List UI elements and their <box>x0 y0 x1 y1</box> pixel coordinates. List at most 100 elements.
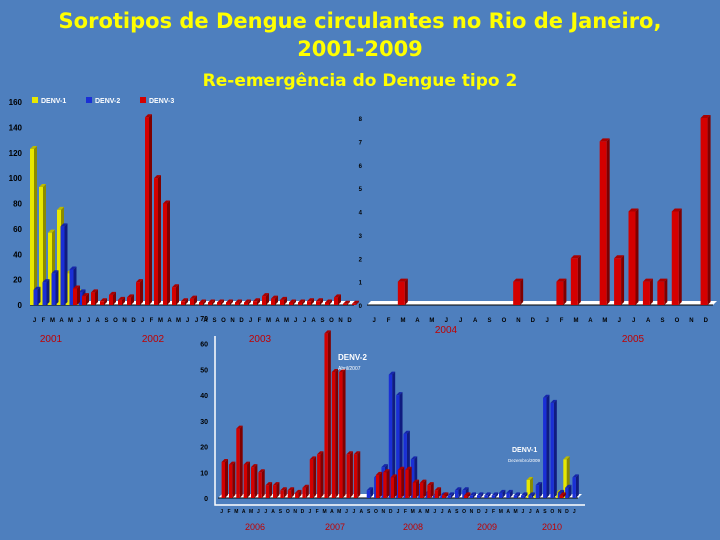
chart-title-years: 2001-2009 <box>297 37 423 61</box>
x-tick-label: N <box>293 509 297 515</box>
y-tick-label: 5 <box>359 187 363 193</box>
bar-denv-3 <box>556 281 564 305</box>
bar-denv-2 <box>521 495 525 498</box>
bar-denv-3-side <box>356 300 359 305</box>
y-tick-label: 20 <box>200 445 208 452</box>
bar-denv-3-side <box>393 474 397 498</box>
bar-denv-3 <box>82 296 86 305</box>
bar-denv-2-side <box>517 492 521 498</box>
bar-denv-3-side <box>649 278 653 305</box>
bar-denv-3-side <box>140 279 143 305</box>
bar-denv-2 <box>572 477 576 498</box>
bar-denv-3-top <box>513 278 524 282</box>
bar-denv-3-side <box>635 208 639 305</box>
bar-denv-1 <box>66 273 70 305</box>
x-tick-label: F <box>387 318 391 324</box>
bar-denv-3 <box>352 303 356 305</box>
x-tick-label: N <box>689 318 693 324</box>
bar-denv-1-top <box>39 184 46 188</box>
bar-denv-3-top <box>181 298 188 302</box>
bar-denv-3 <box>302 487 306 498</box>
bar-denv-3-top <box>82 293 89 297</box>
bar-denv-1 <box>57 209 61 305</box>
bar-denv-3-top <box>442 492 449 496</box>
x-tick-label: F <box>258 318 262 324</box>
bar-denv-2-top <box>69 266 77 270</box>
bar-denv-2 <box>33 289 38 305</box>
bar-denv-3-side <box>621 255 625 305</box>
bar-denv-3-top <box>316 298 323 302</box>
bar-denv-3-top <box>353 451 361 455</box>
x-tick-label: A <box>242 509 246 515</box>
x-tick-label: J <box>485 509 488 515</box>
bar-denv-3-side <box>194 295 197 305</box>
bar-denv-3 <box>262 296 266 305</box>
bar-denv-2 <box>403 433 407 498</box>
y-tick-label: 70 <box>200 316 208 323</box>
x-tick-label: J <box>141 318 144 324</box>
legend-swatch <box>86 97 92 103</box>
x-tick-label: M <box>68 318 73 324</box>
bar-denv-1 <box>563 459 567 498</box>
bar-denv-3 <box>154 178 158 305</box>
bar-denv-3-side <box>327 330 331 498</box>
bar-denv-2 <box>366 490 371 498</box>
x-tick-label: A <box>311 318 316 324</box>
bar-denv-2-top <box>396 392 403 396</box>
bar-denv-2 <box>557 492 562 498</box>
bar-denv-3-top <box>172 284 179 288</box>
x-tick-label: M <box>513 509 517 515</box>
bar-denv-3 <box>265 485 270 498</box>
bar-denv-3-side <box>563 278 567 305</box>
bar-denv-2 <box>410 459 415 498</box>
bar-denv-2-side <box>524 492 528 498</box>
bar-denv-3-side <box>276 482 280 498</box>
x-tick-label: M <box>234 509 238 515</box>
bar-denv-3-top <box>289 299 296 303</box>
x-tick-label: A <box>418 509 422 515</box>
bar-denv-3-top <box>208 299 215 303</box>
x-tick-label: M <box>249 509 253 515</box>
bar-denv-3-side <box>275 295 278 305</box>
x-tick-label: J <box>249 318 252 324</box>
bar-denv-3-top <box>302 484 309 488</box>
x-tick-label: D <box>301 509 305 515</box>
bar-denv-3-top <box>343 300 350 304</box>
bar-denv-3-top <box>298 299 305 303</box>
y-tick-label: 60 <box>200 342 208 349</box>
bar-denv-3-side <box>266 293 269 305</box>
bar-denv-3 <box>419 482 424 498</box>
x-tick-label: S <box>661 318 665 324</box>
x-tick-label: M <box>337 509 341 515</box>
y-tick-label: 50 <box>200 367 208 374</box>
x-tick-label: O <box>113 318 118 324</box>
bar-denv-3-side <box>203 299 206 305</box>
y-tick-label: 7 <box>359 140 363 146</box>
legend-swatch <box>140 97 146 103</box>
y-tick-label: 4 <box>359 211 363 217</box>
bar-denv-3-side <box>247 461 251 498</box>
x-tick-label: D <box>565 509 569 515</box>
x-tick-label: S <box>455 509 459 515</box>
x-tick-label: S <box>543 509 547 515</box>
x-tick-label: J <box>78 318 81 324</box>
bar-denv-3-top <box>397 278 408 282</box>
year-label: 2007 <box>325 522 345 532</box>
y-tick-label: 120 <box>9 149 23 158</box>
bar-denv-3-side <box>577 255 581 305</box>
y-tick-label: 0 <box>204 496 208 503</box>
bar-denv-2 <box>60 226 65 305</box>
bar-denv-3-top <box>295 489 302 493</box>
bar-denv-3-top <box>109 291 116 295</box>
chart-title: Sorotipos de Dengue circulantes no Rio d… <box>58 9 662 33</box>
bar-denv-3 <box>280 299 284 305</box>
bar-denv-1 <box>48 232 52 305</box>
y-tick-label: 140 <box>9 123 23 132</box>
bar-denv-3-side <box>338 294 341 305</box>
bar-denv-3 <box>289 302 293 305</box>
bar-denv-2 <box>418 485 422 498</box>
bar-denv-3-side <box>379 471 383 498</box>
bar-denv-3 <box>334 297 338 305</box>
bar-denv-3-top <box>346 451 353 455</box>
x-tick-label: D <box>704 318 709 324</box>
